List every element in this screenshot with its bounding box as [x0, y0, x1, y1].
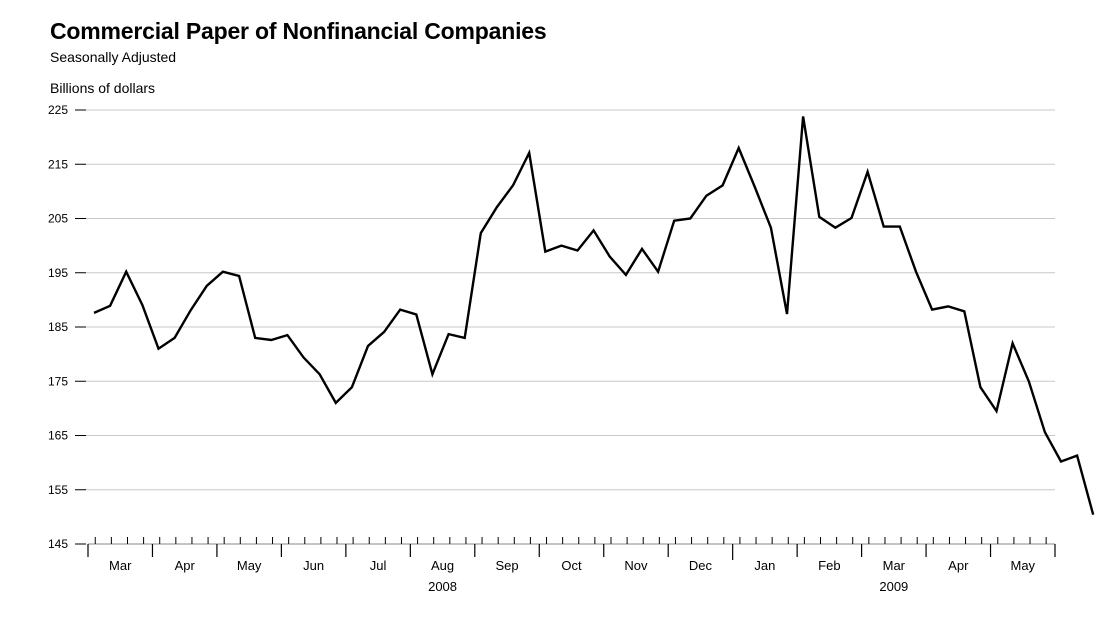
- x-month-label: Dec: [689, 558, 713, 573]
- y-tick-label: 165: [48, 429, 68, 443]
- y-tick-label: 155: [48, 483, 68, 497]
- y-tick-label: 175: [48, 374, 68, 388]
- x-month-label: May: [237, 558, 262, 573]
- series-line: [93, 116, 1095, 516]
- y-tick-label: 215: [48, 157, 68, 171]
- x-year-label: 2009: [879, 579, 908, 594]
- x-month-label: Jan: [754, 558, 775, 573]
- x-month-label: Apr: [175, 558, 196, 573]
- x-year-label: 2008: [428, 579, 457, 594]
- y-tick-label: 225: [48, 103, 68, 117]
- y-axis: 145 155 165 175 185 195 205 215 225: [48, 103, 86, 551]
- chart-subtitle: Seasonally Adjusted: [50, 49, 177, 65]
- gridlines: [86, 109, 1055, 491]
- series-group: [93, 116, 1095, 516]
- x-month-label: Mar: [109, 558, 132, 573]
- y-tick-label: 195: [48, 266, 68, 280]
- y-tick-label: 185: [48, 320, 68, 334]
- x-month-label: Jul: [370, 558, 387, 573]
- x-month-label: Oct: [561, 558, 582, 573]
- x-month-label: Feb: [818, 558, 840, 573]
- x-month-label: Mar: [883, 558, 906, 573]
- x-month-label: Sep: [495, 558, 518, 573]
- x-month-label: Nov: [624, 558, 648, 573]
- y-axis-label: Billions of dollars: [50, 80, 156, 96]
- x-month-label: May: [1010, 558, 1035, 573]
- y-tick-label: 145: [48, 537, 68, 551]
- y-tick-label: 205: [48, 212, 68, 226]
- x-axis: Mar Apr May Jun Jul Aug Sep Oct Nov Dec Jan Feb Mar A…: [87, 537, 1056, 594]
- x-month-label: Jun: [303, 558, 324, 573]
- x-month-label: Apr: [948, 558, 969, 573]
- chart-title: Commercial Paper of Nonfinancial Compani…: [50, 18, 547, 44]
- x-month-label: Aug: [431, 558, 454, 573]
